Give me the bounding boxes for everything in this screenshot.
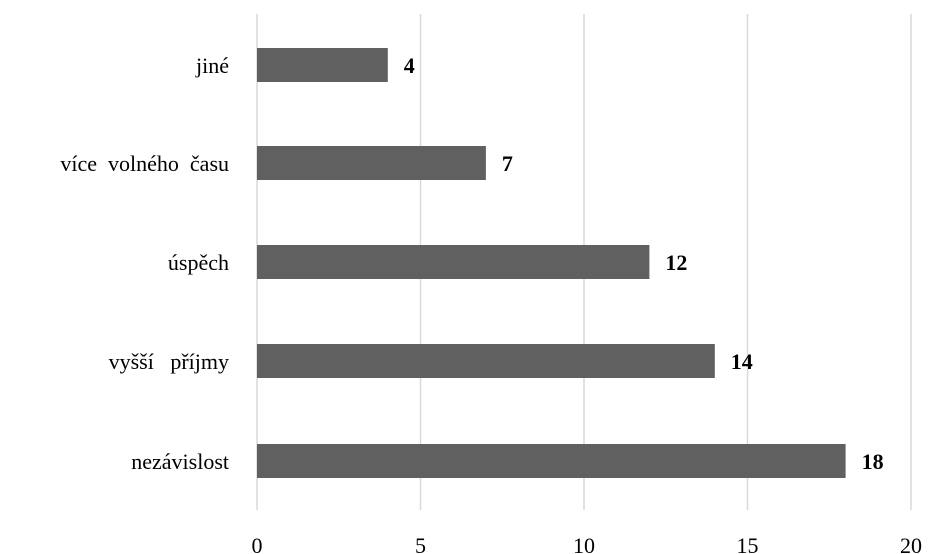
value-label-4: 18	[862, 449, 884, 474]
category-label-0: jiné	[195, 53, 229, 78]
bar-1	[257, 146, 486, 180]
x-tick-label-3: 15	[737, 533, 759, 554]
value-labels: 4 7 12 14 18	[404, 53, 884, 474]
bars	[257, 48, 846, 478]
category-label-4: nezávislost	[131, 449, 229, 474]
category-label-2: úspěch	[168, 250, 229, 275]
x-tick-label-4: 20	[900, 533, 922, 554]
bar-3	[257, 344, 715, 378]
value-label-0: 4	[404, 53, 415, 78]
x-axis-tick-labels: 0 5 10 15 20	[252, 533, 923, 554]
bar-0	[257, 48, 388, 82]
category-label-1: více volného času	[60, 151, 229, 176]
category-labels: jiné více volného času úspěch vyšší příjmy n…	[60, 53, 229, 474]
category-label-3: vyšší příjmy	[109, 349, 229, 374]
bar-2	[257, 245, 650, 279]
x-tick-label-1: 5	[415, 533, 426, 554]
bar-4	[257, 444, 846, 478]
x-tick-label-0: 0	[252, 533, 263, 554]
value-label-3: 14	[731, 349, 753, 374]
value-label-2: 12	[665, 250, 687, 275]
x-tick-label-2: 10	[573, 533, 595, 554]
value-label-1: 7	[502, 151, 513, 176]
